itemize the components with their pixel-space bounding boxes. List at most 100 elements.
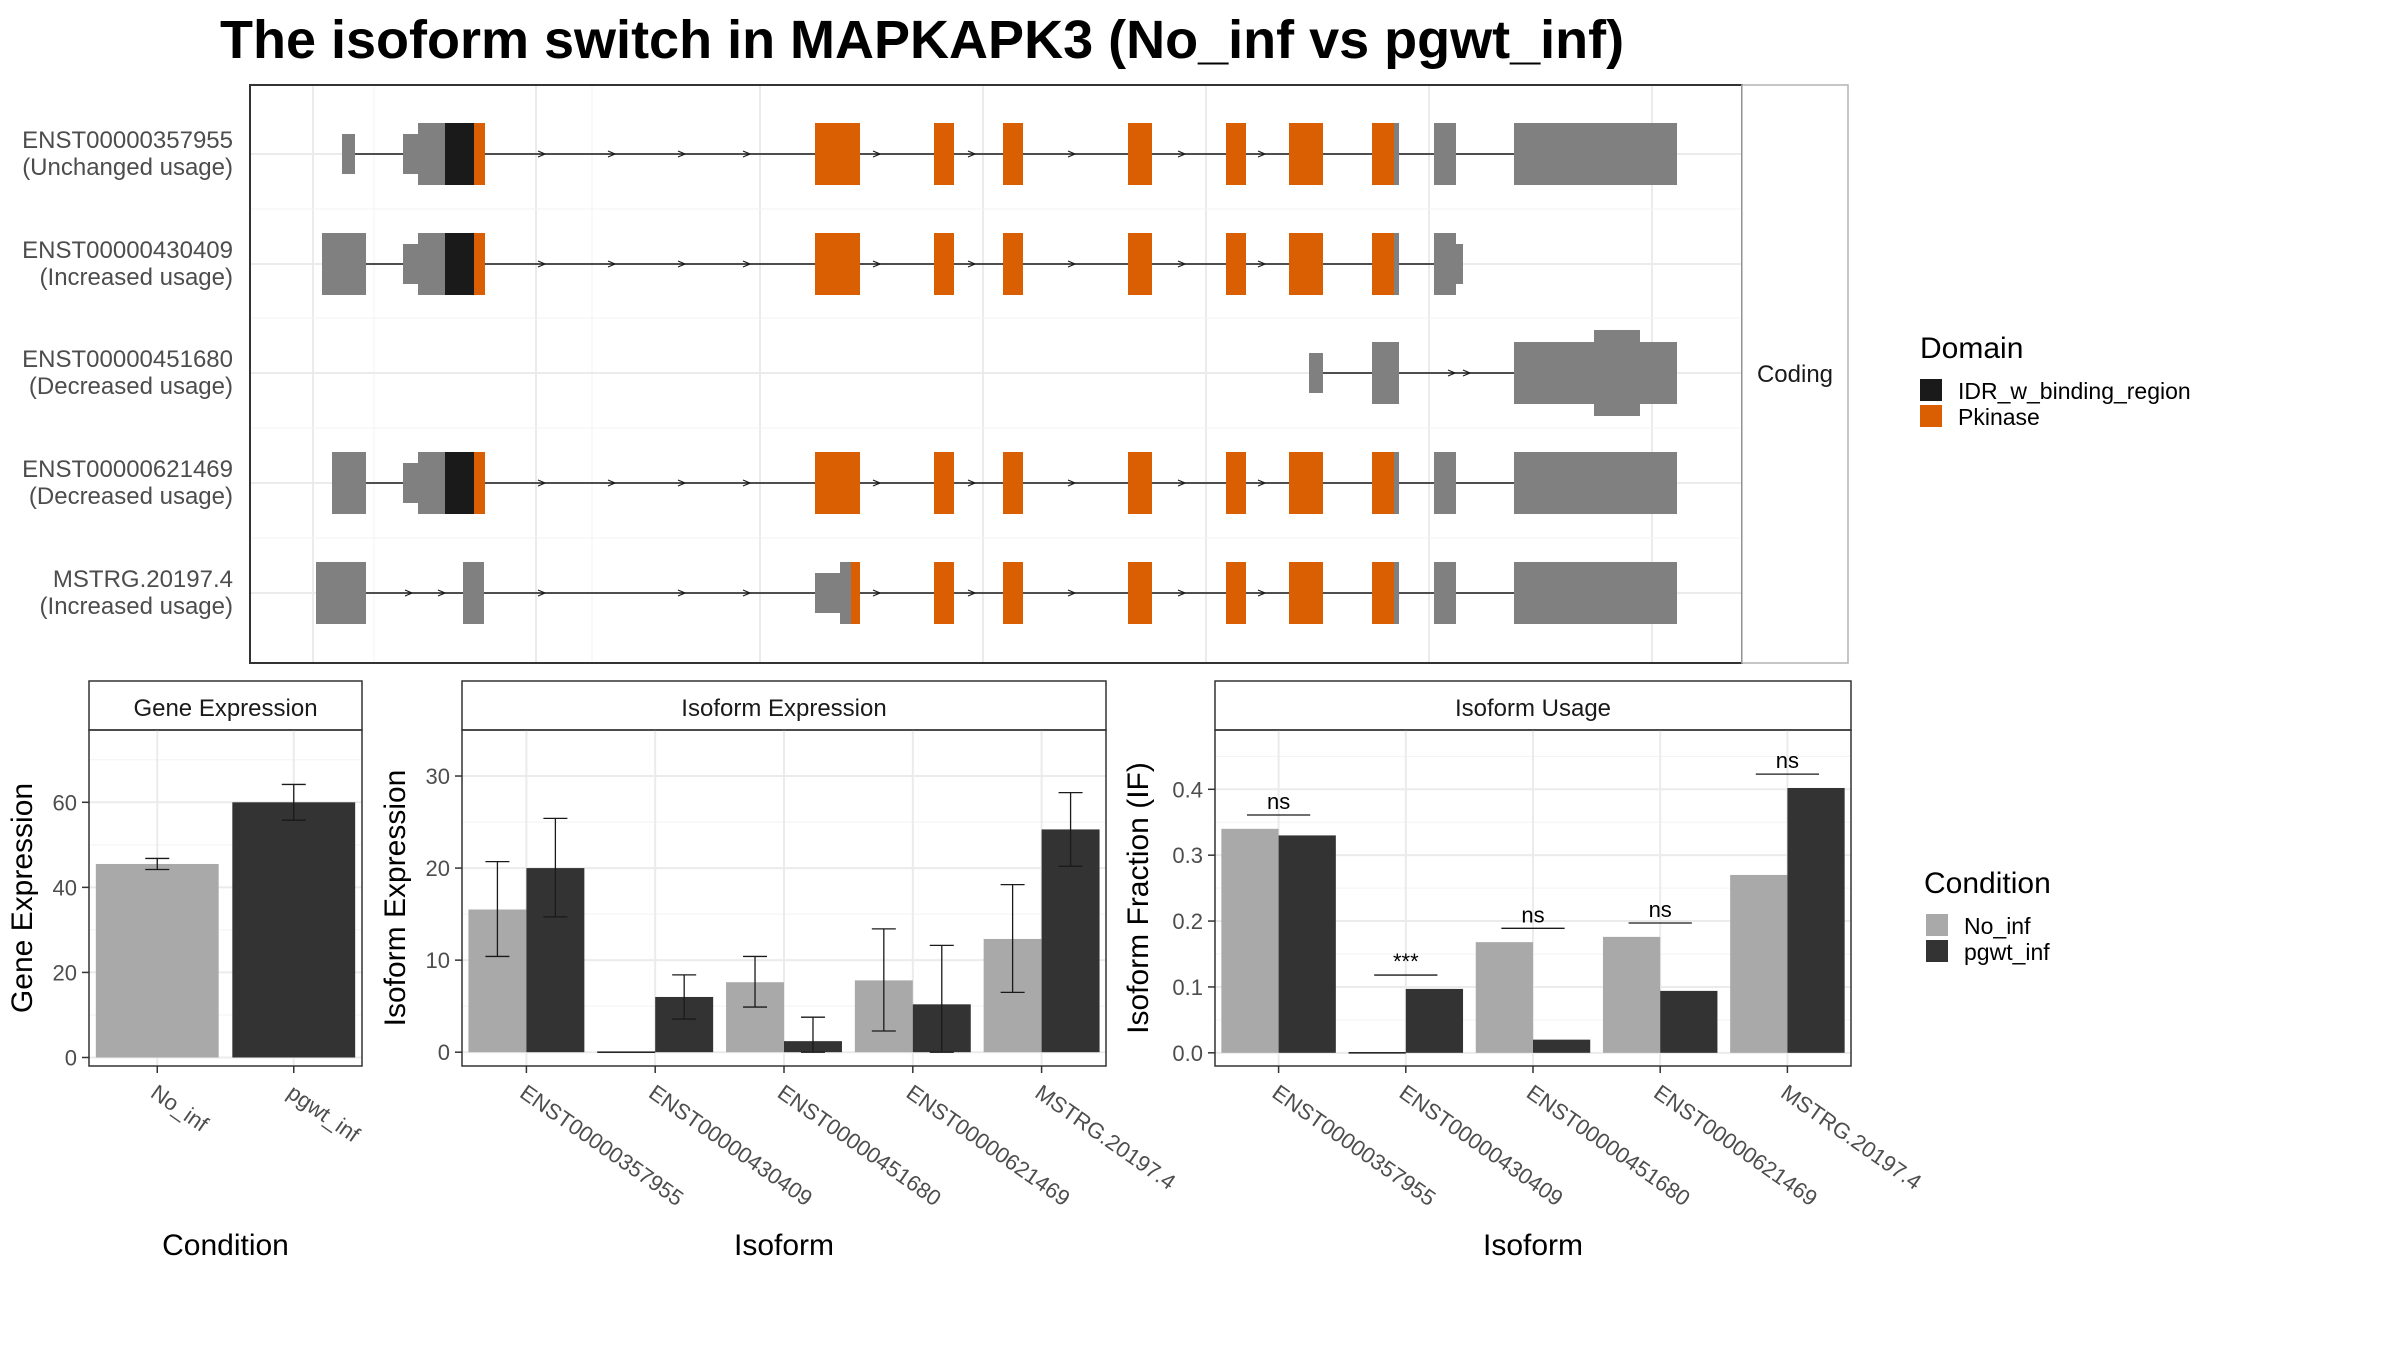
exon-idr-region bbox=[460, 452, 474, 514]
exon-pkinase bbox=[1372, 562, 1394, 624]
intron-arrow bbox=[1447, 369, 1457, 377]
exon-noncoding bbox=[1394, 123, 1399, 185]
significance-label: *** bbox=[1393, 949, 1419, 974]
exon-noncoding bbox=[1394, 233, 1399, 295]
y-tick-label: 0 bbox=[438, 1040, 450, 1065]
panel-strip bbox=[88, 680, 363, 731]
y-tick-label: 0.3 bbox=[1172, 843, 1203, 868]
exon-pkinase bbox=[1372, 233, 1394, 295]
bar bbox=[1533, 1039, 1591, 1053]
exon-noncoding bbox=[1514, 342, 1594, 404]
exon-pkinase bbox=[934, 562, 954, 624]
y-tick-label: 0 bbox=[65, 1045, 77, 1070]
intron-arrow bbox=[1177, 260, 1187, 268]
exon-noncoding bbox=[322, 233, 366, 295]
bar bbox=[1405, 988, 1464, 1053]
exon-pkinase bbox=[1289, 123, 1323, 185]
isoform-usage-label: (Decreased usage) bbox=[29, 483, 233, 510]
domain-legend-title: Domain bbox=[1920, 332, 2023, 365]
exon-noncoding bbox=[1514, 123, 1540, 185]
exon-noncoding bbox=[418, 233, 433, 295]
exon-noncoding bbox=[1514, 562, 1540, 624]
bar bbox=[95, 863, 219, 1058]
exon-noncoding bbox=[403, 134, 418, 174]
exon-pkinase bbox=[934, 233, 954, 295]
exon-noncoding bbox=[1434, 452, 1456, 514]
exon-noncoding bbox=[433, 123, 445, 185]
panel-strip-title: Isoform Usage bbox=[1455, 695, 1611, 722]
legend-key-pkinase bbox=[1920, 405, 1942, 427]
bar bbox=[1602, 936, 1661, 1053]
domain-legend: Domain IDR_w_binding_region Pkinase bbox=[1920, 332, 2191, 430]
intron-arrow bbox=[872, 589, 882, 597]
significance-label: ns bbox=[1776, 748, 1799, 773]
y-tick-label: 40 bbox=[53, 875, 77, 900]
panel-strip-title: Isoform Expression bbox=[681, 695, 886, 722]
exon-noncoding bbox=[1456, 244, 1463, 284]
intron-arrow bbox=[1067, 589, 1077, 597]
exon-pkinase bbox=[815, 452, 860, 514]
structure-tracks bbox=[316, 123, 1677, 624]
y-tick-label: 0.1 bbox=[1172, 975, 1203, 1000]
bar bbox=[1221, 828, 1279, 1053]
exon-noncoding bbox=[1594, 330, 1640, 416]
figure-title: The isoform switch in MAPKAPK3 (No_inf v… bbox=[220, 10, 1624, 70]
exon-pkinase bbox=[851, 562, 860, 624]
significance-label: ns bbox=[1267, 789, 1290, 814]
intron-arrow bbox=[537, 589, 547, 597]
exon-pkinase bbox=[1226, 123, 1246, 185]
exon-noncoding bbox=[463, 562, 484, 624]
y-tick-label: 0.4 bbox=[1172, 777, 1203, 802]
exon-noncoding bbox=[840, 562, 851, 624]
y-tick-label: 20 bbox=[53, 960, 77, 985]
bar bbox=[597, 1051, 656, 1053]
exon-pkinase bbox=[934, 452, 954, 514]
exon-pkinase bbox=[815, 123, 860, 185]
intron-arrow bbox=[537, 150, 547, 158]
x-axis-title: Isoform bbox=[1483, 1229, 1583, 1262]
intron-arrow bbox=[1177, 479, 1187, 487]
structure-facet-strip bbox=[1741, 84, 1849, 664]
exon-noncoding bbox=[1514, 452, 1540, 514]
exon-pkinase bbox=[1128, 233, 1152, 295]
intron-arrow bbox=[1177, 150, 1187, 158]
exon-noncoding bbox=[1434, 123, 1456, 185]
isoform-row-label: MSTRG.20197.4 bbox=[53, 566, 233, 593]
x-axis-title: Condition bbox=[162, 1229, 289, 1262]
intron-arrow bbox=[1257, 260, 1267, 268]
structure-row-labels: ENST00000357955(Unchanged usage) ENST0000… bbox=[22, 127, 233, 620]
exon-noncoding bbox=[403, 244, 418, 284]
isoform-row-label: ENST00000451680 bbox=[22, 346, 233, 373]
exon-pkinase bbox=[1003, 562, 1023, 624]
intron-arrow bbox=[677, 479, 687, 487]
exon-pkinase bbox=[1003, 233, 1023, 295]
intron-arrow bbox=[742, 589, 752, 597]
y-tick-label: 20 bbox=[426, 856, 450, 881]
legend-key-pgwt-inf bbox=[1926, 940, 1948, 962]
exon-noncoding bbox=[1434, 562, 1456, 624]
gene-expression-panel: Gene Expression 0 20 40 60 No_inf pgwt_inf Cond… bbox=[6, 680, 365, 1262]
intron-arrow bbox=[872, 150, 882, 158]
exon-pkinase bbox=[1226, 233, 1246, 295]
isoform-usage-label: (Increased usage) bbox=[40, 593, 233, 620]
bar bbox=[232, 802, 356, 1058]
intron-arrow bbox=[1462, 369, 1472, 377]
y-tick-label: 60 bbox=[53, 790, 77, 815]
intron-arrow bbox=[677, 260, 687, 268]
exon-pkinase bbox=[1128, 562, 1152, 624]
exon-pkinase bbox=[815, 233, 860, 295]
intron-arrow bbox=[537, 479, 547, 487]
intron-arrow bbox=[537, 260, 547, 268]
panel-strip bbox=[461, 680, 1107, 731]
exon-noncoding bbox=[316, 562, 366, 624]
y-tick-label: 30 bbox=[426, 764, 450, 789]
isoform-row-label: ENST00000430409 bbox=[22, 237, 233, 264]
exon-noncoding bbox=[1540, 123, 1677, 185]
y-tick-label: 10 bbox=[426, 948, 450, 973]
bar bbox=[1787, 787, 1845, 1053]
bar bbox=[1730, 874, 1788, 1053]
legend-key-no-inf bbox=[1926, 914, 1948, 936]
exon-noncoding bbox=[1434, 233, 1456, 295]
exon-noncoding bbox=[403, 463, 418, 503]
